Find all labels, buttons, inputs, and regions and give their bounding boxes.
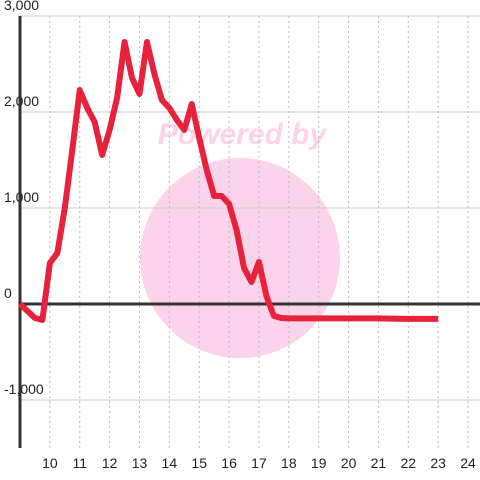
x-tick-label: 17	[251, 455, 267, 471]
data-line	[17, 39, 439, 324]
y-tick-label: 2,000	[4, 93, 39, 109]
x-tick-label: 20	[341, 455, 357, 471]
y-tick-label: 1,000	[4, 189, 39, 205]
y-tick-label: 3,000	[4, 0, 39, 13]
x-tick-label: 21	[371, 455, 387, 471]
x-tick-label: 12	[102, 455, 118, 471]
x-tick-label: 24	[460, 455, 476, 471]
x-tick-label: 18	[281, 455, 297, 471]
x-tick-label: 19	[311, 455, 327, 471]
x-tick-label: 14	[162, 455, 178, 471]
x-tick-label: 22	[401, 455, 417, 471]
x-tick-label: 10	[42, 455, 58, 471]
x-tick-label: 13	[132, 455, 148, 471]
y-tick-label: -1,000	[4, 381, 44, 397]
x-tick-label: 11	[72, 455, 87, 471]
x-tick-label: 15	[191, 455, 207, 471]
x-tick-label: 23	[430, 455, 446, 471]
y-tick-label: 0	[4, 285, 12, 301]
x-tick-label: 16	[221, 455, 237, 471]
